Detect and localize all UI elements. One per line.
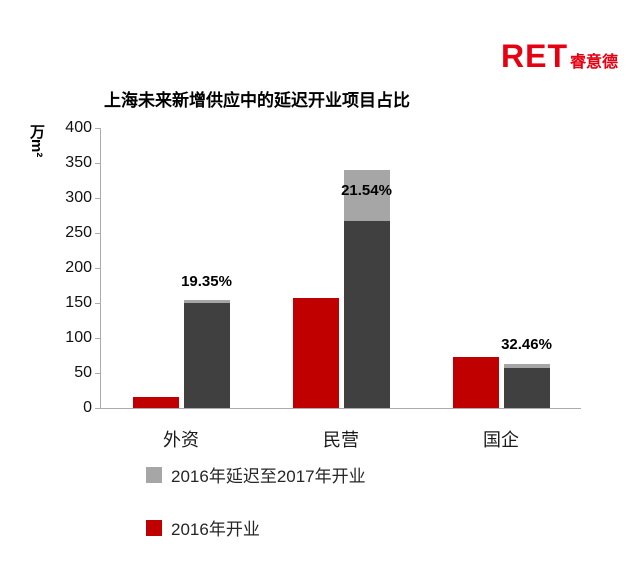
- y-tick-mark: [95, 303, 101, 304]
- y-tick-mark: [95, 408, 101, 409]
- bar-delayed: [503, 363, 550, 408]
- bar-delayed-light-segment: [183, 299, 230, 303]
- bar-2016-open: [132, 396, 179, 408]
- y-tick-label: 400: [65, 119, 92, 136]
- bar-percent-label: 32.46%: [501, 336, 552, 354]
- y-axis-label: 万m²: [28, 124, 45, 158]
- category-label: 外资: [163, 430, 199, 450]
- bar-group: 21.54% 民营: [292, 128, 392, 450]
- y-tick-label: 300: [65, 189, 92, 206]
- ret-logo: RET 睿意德: [501, 40, 618, 72]
- bar-delayed-light-segment: [503, 363, 550, 369]
- y-tick-mark: [95, 128, 101, 129]
- y-tick-label: 250: [65, 224, 92, 241]
- ret-logo-suffix: 睿意德: [569, 54, 618, 71]
- legend-swatch: [146, 519, 162, 536]
- y-tick-mark: [95, 373, 101, 374]
- chart-title: 上海未来新增供应中的延迟开业项目占比: [104, 91, 410, 110]
- bar-delayed: [343, 170, 390, 408]
- y-tick-mark: [95, 268, 101, 269]
- bar-percent-label: 19.35%: [181, 273, 232, 291]
- y-axis: 400 350 300 250 200 150 100 50 0: [38, 119, 92, 416]
- bar-delayed-dark-segment: [183, 303, 230, 408]
- bar-delayed-dark-segment: [503, 368, 550, 408]
- legend-item: 2016年开业: [146, 515, 366, 540]
- y-tick-mark: [95, 163, 101, 164]
- bar-group: 32.46% 国企: [452, 128, 552, 450]
- ret-logo-text: RET: [500, 38, 568, 74]
- bar-delayed-light-segment: [343, 170, 390, 222]
- bar-2016-open: [292, 298, 339, 408]
- y-tick-label: 100: [65, 329, 92, 346]
- chart-legend: 2016年延迟至2017年开业 2016年开业: [146, 462, 366, 568]
- plot-area: 19.35% 外资 21.54% 民营 32.46% 国企: [95, 128, 581, 450]
- y-tick-label: 0: [83, 399, 92, 416]
- bar-percent-label: 21.54%: [341, 182, 392, 200]
- legend-label: 2016年延迟至2017年开业: [171, 467, 366, 486]
- legend-swatch: [146, 466, 162, 483]
- y-tick-label: 350: [65, 154, 92, 171]
- category-label: 国企: [483, 430, 519, 450]
- y-tick-label: 200: [65, 259, 92, 276]
- y-tick-mark: [95, 233, 101, 234]
- legend-label: 2016年开业: [171, 520, 260, 539]
- category-label: 民营: [323, 430, 359, 450]
- y-tick-label: 150: [65, 294, 92, 311]
- bar-delayed: [183, 299, 230, 408]
- bar-group: 19.35% 外资: [132, 128, 232, 450]
- y-tick-mark: [95, 198, 101, 199]
- legend-item: 2016年延迟至2017年开业: [146, 462, 366, 487]
- y-tick-label: 50: [74, 364, 92, 381]
- y-tick-mark: [95, 338, 101, 339]
- bar-delayed-dark-segment: [343, 221, 390, 408]
- bar-2016-open: [452, 356, 499, 408]
